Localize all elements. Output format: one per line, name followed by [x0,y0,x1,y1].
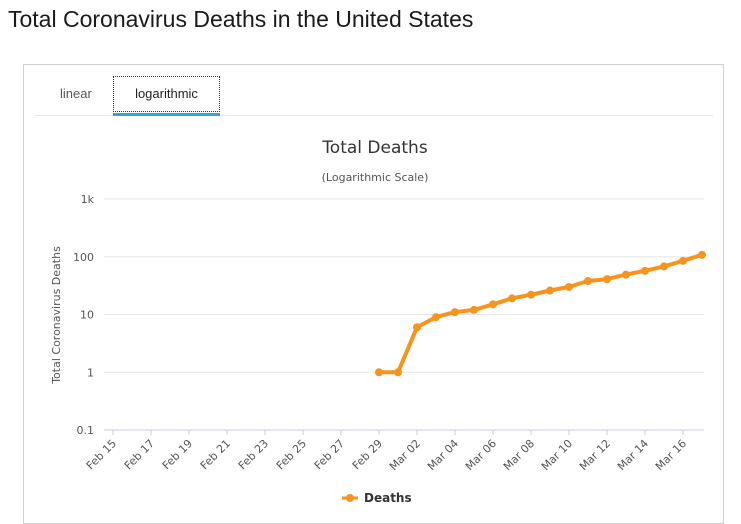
x-tick-label: Feb 15 [84,437,119,472]
x-tick-label: Mar 16 [653,437,689,473]
x-tick-label: Mar 06 [463,437,499,473]
x-tick-label: Feb 21 [198,437,233,472]
x-tick-label: Mar 08 [501,437,537,473]
legend[interactable]: Deaths [342,491,412,505]
data-point[interactable] [679,256,687,265]
x-ticks: Feb 15 Feb 17 Feb 19 Feb 21 Feb 23 Feb 25 Feb … [84,430,689,473]
x-tick-label: Feb 19 [160,437,195,472]
y-ticks: 0.1 1 10 100 1k [73,193,95,437]
data-point[interactable] [470,305,478,314]
legend-label-deaths: Deaths [364,491,412,505]
x-tick-label: Feb 23 [236,437,271,472]
x-tick-label: Mar 10 [539,437,575,473]
chart-panel: linear logarithmic [23,64,724,524]
data-point[interactable] [603,275,611,284]
x-tick-label: Feb 25 [274,437,309,472]
data-point[interactable] [565,282,573,291]
tab-linear[interactable]: linear [60,86,92,101]
data-point[interactable] [489,300,497,309]
active-tab-indicator [113,113,220,116]
y-axis-label: Total Coronavirus Deaths [50,246,63,385]
data-point[interactable] [698,250,706,259]
x-tick-label: Feb 29 [350,437,385,472]
tab-logarithmic[interactable]: logarithmic [113,76,220,112]
data-point[interactable] [660,262,668,271]
data-point[interactable] [622,270,630,279]
x-tick-label: Mar 02 [387,437,423,473]
y-tick-label: 1k [81,193,95,206]
x-tick-label: Mar 12 [577,437,613,473]
y-tick-label: 100 [73,251,94,264]
grid-lines [104,198,704,431]
legend-marker-dot [346,494,354,502]
x-tick-label: Mar 14 [615,437,651,473]
data-point[interactable] [584,277,592,286]
y-tick-label: 10 [80,309,94,322]
chart-subtitle: (Logarithmic Scale) [322,171,429,184]
data-point[interactable] [394,368,402,377]
data-point[interactable] [508,294,516,303]
series-group [375,250,706,377]
data-point[interactable] [451,308,459,317]
x-tick-label: Mar 04 [425,437,461,473]
data-point[interactable] [527,290,535,299]
y-tick-label: 1 [87,366,94,379]
data-point[interactable] [432,313,440,322]
x-tick-label: Feb 27 [312,437,347,472]
data-point[interactable] [641,266,649,275]
page-title: Total Coronavirus Deaths in the United S… [8,6,474,32]
data-point[interactable] [375,368,383,377]
series-line-deaths [379,252,703,375]
data-point[interactable] [413,323,421,332]
y-tick-label: 0.1 [77,424,95,437]
chart-title: Total Deaths [321,138,428,158]
x-tick-label: Feb 17 [122,437,157,472]
scale-tabs: linear logarithmic [34,65,713,116]
data-point[interactable] [546,286,554,295]
